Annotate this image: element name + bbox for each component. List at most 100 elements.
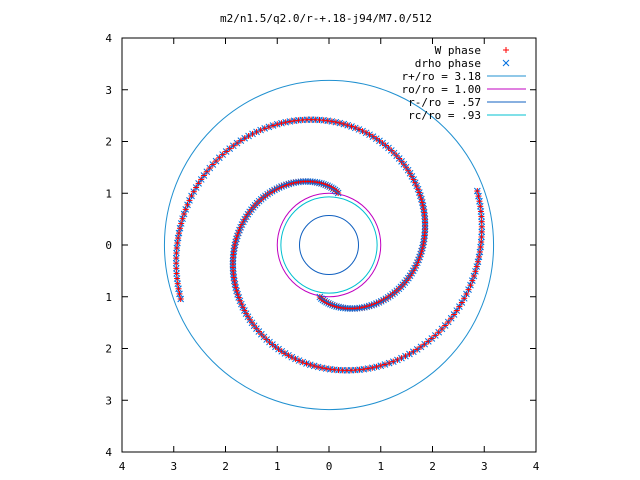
w-phase-point <box>328 118 335 125</box>
x-tick-label: 3 <box>170 460 177 473</box>
y-tick-label: 1 <box>105 291 112 304</box>
w-phase-point <box>373 135 380 142</box>
w-phase-point <box>428 335 435 342</box>
phase-points <box>172 116 486 374</box>
x-tick-label: 4 <box>533 460 540 473</box>
w-phase-point <box>432 332 439 339</box>
w-phase-point <box>241 216 248 223</box>
w-phase-point <box>477 243 484 250</box>
y-tick-label: 4 <box>105 32 112 45</box>
y-tick-label: 2 <box>105 343 112 356</box>
w-phase-point <box>478 223 485 230</box>
w-phase-point <box>307 361 314 368</box>
w-phase-point <box>209 161 216 168</box>
w-phase-point <box>237 137 244 144</box>
w-phase-point <box>473 263 480 270</box>
w-phase-point <box>410 267 417 274</box>
axis-ticks <box>121 37 537 453</box>
w-phase-point <box>451 311 458 318</box>
w-phase-point <box>278 348 285 355</box>
w-phase-point <box>173 265 180 272</box>
legend-label: r+/ro = 3.18 <box>402 70 481 83</box>
w-phase-point <box>478 238 485 245</box>
x-tick-label: 1 <box>377 460 384 473</box>
w-phase-point <box>203 168 210 175</box>
w-phase-point <box>405 167 412 174</box>
w-phase-point <box>174 240 181 247</box>
w-phase-point <box>476 248 483 255</box>
y-tick-label: 3 <box>105 394 112 407</box>
w-phase-point <box>472 268 479 275</box>
w-phase-point <box>181 210 188 217</box>
w-phase-point <box>435 329 442 336</box>
w-phase-point <box>286 118 293 125</box>
w-phase-point <box>243 310 250 317</box>
w-phase-point <box>270 122 277 129</box>
legend-label: r-/ro = .57 <box>408 96 481 109</box>
w-phase-point <box>336 120 343 127</box>
w-phase-point <box>174 275 181 282</box>
w-phase-point <box>476 198 483 205</box>
circle-4 <box>280 196 378 294</box>
w-phase-point <box>323 365 330 372</box>
w-phase-point <box>438 325 445 332</box>
w-phase-point <box>200 172 207 179</box>
w-phase-point <box>182 206 189 213</box>
w-phase-point <box>274 121 281 128</box>
y-tick-label: 1 <box>105 187 112 200</box>
x-tick-label: 4 <box>119 460 126 473</box>
w-phase-point <box>319 364 326 371</box>
w-phase-point <box>381 361 388 368</box>
w-phase-point <box>478 228 485 235</box>
w-phase-point <box>475 193 482 200</box>
y-tick-label: 0 <box>105 239 112 252</box>
w-phase-point <box>272 343 279 350</box>
w-phase-point <box>478 233 485 240</box>
w-phase-point <box>173 270 180 277</box>
w-phase-point <box>244 313 251 320</box>
w-phase-point <box>365 365 372 372</box>
w-phase-point <box>230 142 237 149</box>
chart-title: m2/n1.5/q2.0/r-+.18-j94/M7.0/512 <box>220 12 432 25</box>
w-phase-point <box>282 119 289 126</box>
radius-circles <box>163 79 495 411</box>
x-tick-label: 3 <box>481 460 488 473</box>
w-phase-point <box>223 148 230 155</box>
w-phase-point <box>356 366 363 373</box>
y-tick-label: 3 <box>105 84 112 97</box>
w-phase-point <box>216 154 223 161</box>
circle-3 <box>299 215 359 275</box>
w-phase-point <box>177 225 184 232</box>
w-phase-point <box>173 245 180 252</box>
w-phase-point <box>467 282 474 289</box>
y-tick-labels: 4 3 2 1 0 1 2 3 4 <box>105 32 112 459</box>
w-phase-point <box>315 363 322 370</box>
circle-1 <box>163 79 495 411</box>
w-phase-point <box>173 260 180 267</box>
x-tick-label: 2 <box>429 460 436 473</box>
w-phase-point <box>175 230 182 237</box>
w-phase-point <box>246 316 253 323</box>
w-phase-point <box>360 366 367 373</box>
w-phase-point <box>476 253 483 260</box>
w-phase-point <box>474 188 481 195</box>
x-tick-label: 1 <box>274 460 281 473</box>
w-phase-point <box>173 255 180 262</box>
w-phase-point <box>178 220 185 227</box>
circle-2 <box>276 192 382 298</box>
w-phase-point <box>448 315 455 322</box>
w-phase-point <box>407 170 414 177</box>
w-phase-point <box>179 215 186 222</box>
w-phase-point <box>291 117 298 124</box>
w-phase-point <box>184 201 191 208</box>
legend-label: drho phase <box>415 57 481 70</box>
w-phase-point <box>477 208 484 215</box>
legend-label: W phase <box>435 44 481 57</box>
w-phase-point <box>311 362 318 369</box>
w-phase-point <box>340 121 347 128</box>
w-phase-point <box>421 209 428 216</box>
w-phase-point <box>478 218 485 225</box>
y-tick-label: 2 <box>105 136 112 149</box>
w-phase-point <box>442 322 449 329</box>
